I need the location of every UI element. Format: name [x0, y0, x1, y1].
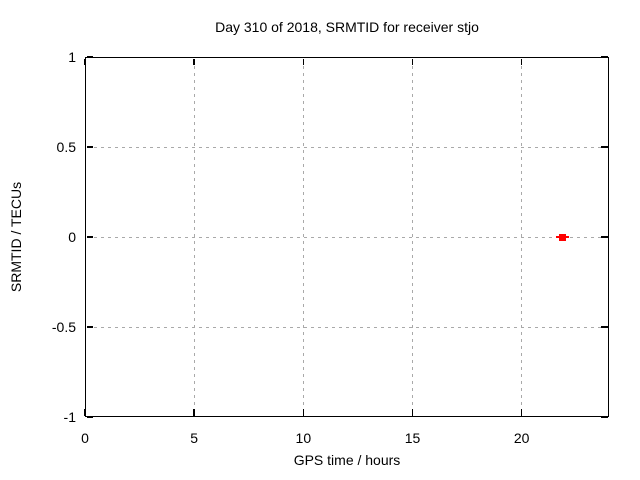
gridline-horizontal [86, 326, 608, 328]
y-tick-mark-left [86, 146, 93, 148]
x-axis-label: GPS time / hours [293, 452, 401, 468]
x-tick-label: 15 [404, 430, 421, 446]
y-tick-mark-right [601, 326, 608, 328]
x-tick-mark-top [84, 58, 86, 65]
x-tick-label: 20 [513, 430, 530, 446]
x-tick-mark-bottom [411, 409, 414, 416]
y-tick-mark-left [86, 326, 93, 328]
y-tick-label: 0.5 [56, 139, 76, 155]
y-tick-mark-right [601, 236, 608, 238]
chart-title: Day 310 of 2018, SRMTID for receiver stj… [215, 19, 479, 35]
y-tick-label: -1 [63, 409, 76, 425]
x-tick-mark-bottom [84, 409, 86, 416]
y-tick-label: 1 [68, 49, 76, 65]
y-tick-mark-left [86, 56, 93, 58]
x-tick-mark-top [411, 58, 414, 65]
y-tick-mark-right [601, 56, 608, 58]
x-tick-label: 5 [190, 430, 199, 446]
x-tick-mark-bottom [520, 409, 523, 416]
x-tick-label: 0 [81, 430, 89, 446]
y-tick-mark-left [86, 236, 93, 238]
x-tick-mark-top [302, 58, 305, 65]
y-tick-label: -0.5 [51, 319, 76, 335]
y-tick-label: 0 [68, 229, 76, 245]
x-tick-mark-top [193, 58, 195, 65]
x-tick-mark-bottom [193, 409, 195, 416]
x-tick-mark-bottom [302, 409, 305, 416]
x-tick-label: 10 [295, 430, 312, 446]
gridline-horizontal [86, 146, 608, 148]
x-tick-mark-top [520, 58, 523, 65]
gridline-horizontal [86, 236, 608, 238]
y-tick-mark-left [86, 416, 93, 418]
y-tick-mark-right [601, 146, 608, 148]
data-point-marker [558, 233, 566, 241]
y-tick-mark-right [601, 416, 608, 418]
